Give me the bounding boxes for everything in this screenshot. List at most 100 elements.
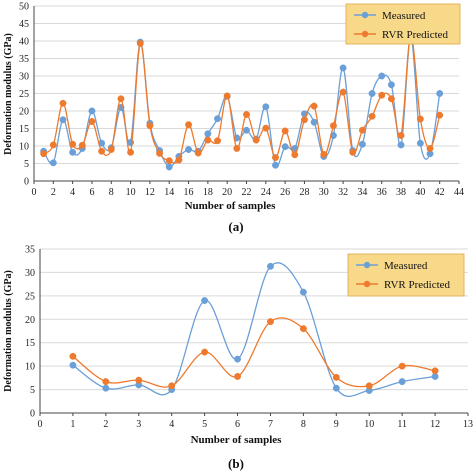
x-tick-label: 6 bbox=[89, 187, 94, 198]
x-tick-label: 0 bbox=[38, 419, 43, 430]
data-point-predicted bbox=[214, 137, 221, 145]
data-point-measured bbox=[332, 384, 340, 392]
data-point-predicted bbox=[69, 140, 77, 148]
data-point-measured bbox=[69, 148, 77, 156]
data-point-predicted bbox=[156, 149, 164, 157]
data-point-predicted bbox=[349, 148, 357, 156]
legend-label: Measured bbox=[382, 10, 426, 22]
data-point-predicted bbox=[135, 376, 143, 384]
data-point-predicted bbox=[88, 118, 96, 125]
x-tick-label: 0 bbox=[32, 187, 37, 198]
panel-label: (a) bbox=[228, 219, 243, 234]
x-tick-label: 8 bbox=[301, 419, 306, 430]
y-tick-label: 5 bbox=[30, 385, 35, 396]
series-measured bbox=[69, 262, 439, 398]
x-tick-label: 38 bbox=[396, 187, 406, 198]
y-tick-label: 15 bbox=[25, 338, 35, 349]
y-tick-label: 25 bbox=[25, 291, 35, 302]
data-point-predicted bbox=[168, 382, 176, 390]
data-point-predicted bbox=[299, 325, 307, 333]
data-point-predicted bbox=[368, 112, 376, 120]
y-tick-label: 40 bbox=[19, 37, 29, 48]
data-point-measured bbox=[281, 143, 289, 151]
x-tick-label: 4 bbox=[169, 419, 174, 430]
data-point-measured bbox=[59, 116, 67, 124]
legend-swatch-marker bbox=[361, 30, 369, 38]
y-tick-label: 45 bbox=[19, 19, 29, 30]
data-point-measured bbox=[165, 163, 173, 171]
data-point-predicted bbox=[59, 99, 67, 107]
data-point-predicted bbox=[49, 141, 57, 149]
legend-label: RVR Predicted bbox=[384, 279, 451, 291]
data-point-predicted bbox=[358, 126, 366, 134]
data-point-measured bbox=[262, 103, 270, 111]
data-point-predicted bbox=[416, 115, 424, 123]
data-point-predicted bbox=[165, 157, 173, 165]
x-tick-label: 2 bbox=[51, 187, 56, 198]
y-tick-label: 10 bbox=[25, 362, 35, 373]
data-point-measured bbox=[416, 139, 424, 147]
x-tick-label: 20 bbox=[222, 187, 232, 198]
x-tick-label: 28 bbox=[299, 187, 309, 198]
x-axis-title: Number of samples bbox=[185, 200, 277, 212]
x-tick-label: 9 bbox=[334, 419, 339, 430]
data-point-measured bbox=[49, 159, 57, 167]
data-point-measured bbox=[299, 288, 307, 296]
x-tick-label: 8 bbox=[109, 187, 114, 198]
x-tick-label: 16 bbox=[184, 187, 194, 198]
y-axis-title: Deformation modulus (GPa) bbox=[3, 270, 14, 392]
x-tick-label: 10 bbox=[126, 187, 136, 198]
data-point-predicted bbox=[204, 136, 212, 144]
series-predicted bbox=[69, 317, 439, 390]
data-point-predicted bbox=[378, 91, 386, 99]
data-point-measured bbox=[310, 118, 318, 126]
data-point-predicted bbox=[397, 132, 405, 139]
x-tick-label: 34 bbox=[357, 187, 367, 198]
data-point-measured bbox=[204, 130, 212, 138]
data-point-measured bbox=[368, 90, 376, 97]
legend-box bbox=[345, 3, 461, 45]
data-point-measured bbox=[339, 64, 347, 72]
data-point-predicted bbox=[234, 373, 241, 380]
y-tick-label: 30 bbox=[19, 72, 29, 83]
panel-label: (b) bbox=[228, 456, 244, 471]
data-point-predicted bbox=[201, 348, 209, 356]
x-axis-title: Number of samples bbox=[191, 434, 283, 446]
y-tick-label: 0 bbox=[24, 177, 29, 188]
data-point-measured bbox=[358, 140, 366, 148]
x-tick-label: 7 bbox=[268, 419, 273, 430]
y-tick-label: 0 bbox=[30, 409, 35, 420]
data-point-predicted bbox=[78, 141, 86, 149]
y-tick-label: 35 bbox=[19, 54, 29, 65]
data-point-predicted bbox=[107, 146, 115, 153]
data-point-measured bbox=[233, 134, 241, 142]
x-tick-label: 42 bbox=[435, 187, 445, 198]
data-point-predicted bbox=[252, 136, 260, 144]
legend-box bbox=[347, 253, 465, 297]
y-tick-label: 15 bbox=[19, 124, 29, 135]
x-tick-label: 6 bbox=[235, 419, 240, 430]
x-tick-label: 18 bbox=[203, 187, 213, 198]
data-point-predicted bbox=[102, 378, 110, 386]
legend-swatch-marker bbox=[363, 261, 371, 269]
series-line-measured bbox=[43, 36, 441, 168]
data-point-predicted bbox=[40, 150, 48, 158]
data-point-predicted bbox=[339, 88, 347, 96]
legend-label: RVR Predicted bbox=[382, 29, 449, 41]
x-tick-label: 12 bbox=[145, 187, 155, 198]
data-point-predicted bbox=[329, 122, 337, 130]
data-point-predicted bbox=[272, 154, 279, 162]
data-point-measured bbox=[398, 378, 406, 386]
y-tick-label: 25 bbox=[19, 89, 29, 100]
y-tick-label: 35 bbox=[25, 245, 35, 256]
data-point-measured bbox=[267, 262, 274, 270]
y-tick-label: 20 bbox=[19, 107, 29, 118]
x-tick-label: 2 bbox=[103, 419, 108, 430]
data-point-predicted bbox=[267, 318, 274, 326]
data-point-measured bbox=[378, 72, 386, 80]
data-point-predicted bbox=[291, 151, 299, 159]
legend-swatch-marker bbox=[363, 280, 371, 288]
